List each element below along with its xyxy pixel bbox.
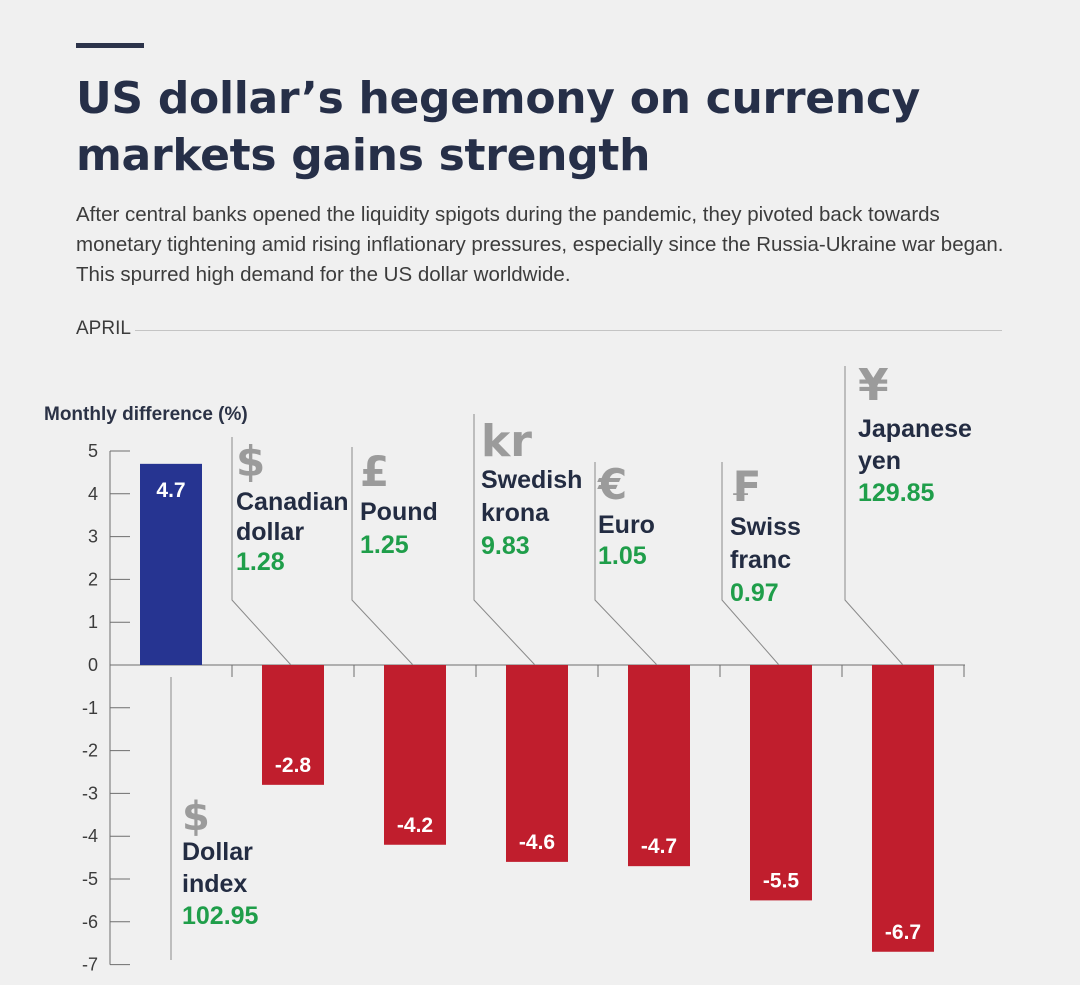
accent-rule (76, 43, 144, 48)
bar (140, 463, 202, 665)
currency-rate: 1.28 (236, 548, 285, 576)
currency-name: dollar (236, 518, 304, 546)
y-tick-label: -5 (82, 869, 98, 889)
bar-value-label: -4.6 (519, 831, 555, 854)
currency-rate: 1.25 (360, 531, 409, 559)
leader-line (594, 462, 658, 666)
dollar-icon: $ (236, 437, 265, 486)
currency-name: index (182, 870, 247, 898)
currency-name: Dollar (182, 838, 253, 866)
period-rule (135, 330, 1002, 331)
period-label: APRIL (76, 318, 135, 340)
bar-value-label: -6.7 (885, 921, 921, 944)
krona-icon: kr (481, 416, 532, 467)
y-tick-label: 2 (88, 569, 98, 589)
bar (384, 665, 446, 845)
y-tick-label: 3 (88, 527, 98, 547)
bar (506, 665, 568, 862)
bar-value-label: -4.2 (397, 814, 433, 837)
y-tick-label: 5 (88, 441, 98, 461)
currency-name: Euro (598, 511, 655, 539)
dollar-icon: $ (182, 794, 210, 840)
currency-name: Pound (360, 498, 438, 526)
bar (262, 665, 324, 785)
y-tick-label: -2 (82, 741, 98, 761)
leader-line (721, 462, 780, 666)
pound-icon: £ (360, 447, 389, 496)
bar (750, 665, 812, 901)
currency-rate: 9.83 (481, 532, 530, 560)
currency-rate: 129.85 (858, 479, 935, 507)
leader-line (844, 366, 904, 666)
currency-name: yen (858, 447, 901, 475)
leader-line (351, 447, 414, 666)
leader-line (231, 437, 292, 666)
currency-name: franc (730, 546, 791, 574)
currency-name: Canadian (236, 488, 349, 516)
chart-subtitle: After central banks opened the liquidity… (76, 203, 1004, 286)
y-tick-label: -4 (82, 826, 98, 846)
bar-value-label: -2.8 (275, 754, 312, 777)
y-tick-label: 0 (88, 655, 98, 675)
leader-line (473, 414, 536, 666)
bar-value-label: -5.5 (763, 869, 800, 892)
currency-rate: 102.95 (182, 902, 259, 930)
currency-name: Japanese (858, 415, 972, 443)
y-tick-label: 1 (88, 612, 98, 632)
currency-name: Swiss (730, 513, 801, 541)
bar (872, 665, 934, 952)
chart-title: US dollar’s hegemony on currency markets… (76, 73, 920, 181)
yen-icon: ¥ (858, 360, 889, 411)
currency-name: Swedish (481, 466, 582, 494)
y-axis-title: Monthly difference (%) (44, 404, 248, 425)
bar (628, 665, 690, 867)
franc-icon: ₣ (730, 462, 759, 511)
currency-name: krona (481, 499, 550, 527)
bar-value-label: 4.7 (156, 479, 185, 502)
bar-value-label: -4.7 (641, 835, 677, 858)
y-tick-label: -1 (82, 698, 98, 718)
euro-icon: € (597, 460, 627, 509)
currency-rate: 1.05 (598, 542, 647, 570)
y-tick-label: -6 (82, 912, 98, 932)
y-tick-label: -3 (82, 783, 98, 803)
y-tick-label: -7 (82, 955, 98, 975)
currency-rate: 0.97 (730, 579, 779, 607)
y-tick-label: 4 (88, 484, 98, 504)
